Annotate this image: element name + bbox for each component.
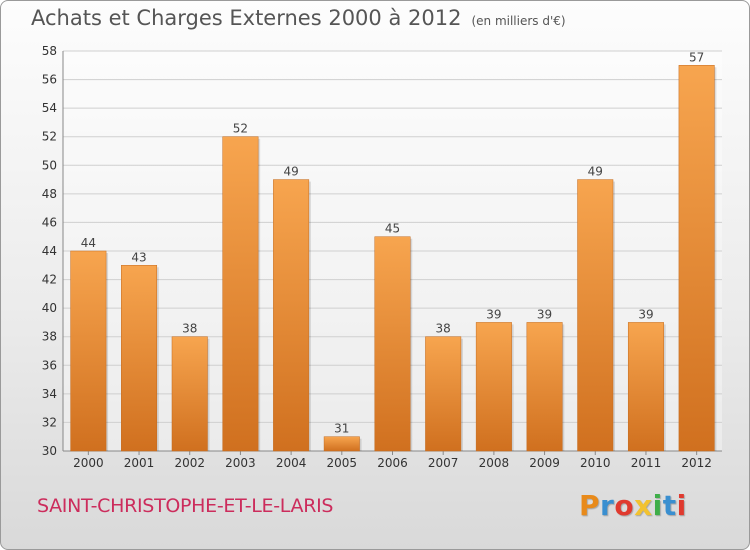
bar-2011 (627, 322, 664, 452)
logo-letter: i (676, 489, 687, 522)
data-label: 49 (283, 165, 298, 179)
x-tick-label: 2006 (377, 456, 408, 470)
y-tick-label: 50 (42, 158, 57, 172)
y-tick-label: 36 (42, 358, 57, 372)
data-label: 45 (385, 222, 400, 236)
bar-2002 (171, 336, 208, 452)
data-label: 39 (537, 307, 552, 321)
y-tick-label: 54 (42, 101, 57, 115)
x-tick-label: 2000 (73, 456, 104, 470)
y-tick-label: 46 (42, 215, 57, 229)
y-tick-label: 52 (42, 130, 57, 144)
data-label: 44 (81, 236, 96, 250)
chart-title: Achats et Charges Externes 2000 à 2012 (e… (31, 6, 566, 30)
data-label: 31 (334, 422, 349, 436)
bar-2009 (526, 322, 563, 452)
data-label: 39 (638, 307, 653, 321)
logo-letter: r (600, 489, 615, 522)
x-tick-label: 2001 (124, 456, 155, 470)
bar-2005 (323, 436, 360, 452)
bar-2010 (577, 179, 614, 452)
bar-2006 (374, 236, 411, 452)
logo-letter: x (634, 489, 653, 522)
proxiti-logo[interactable]: Proxiti (579, 489, 687, 522)
x-tick-label: 2012 (681, 456, 712, 470)
y-tick-label: 38 (42, 330, 57, 344)
data-label: 52 (233, 122, 248, 136)
x-tick-label: 2004 (276, 456, 307, 470)
bar-2004 (273, 179, 310, 452)
data-label: 49 (588, 165, 603, 179)
y-tick-label: 58 (42, 44, 57, 58)
data-label: 38 (436, 322, 451, 336)
y-tick-label: 42 (42, 273, 57, 287)
y-tick-label: 34 (42, 387, 57, 401)
y-tick-label: 32 (42, 415, 57, 429)
y-tick-label: 48 (42, 187, 57, 201)
x-tick-label: 2009 (529, 456, 560, 470)
x-tick-label: 2002 (174, 456, 205, 470)
y-tick-label: 40 (42, 301, 57, 315)
bar-2000 (70, 250, 107, 452)
x-tick-label: 2007 (428, 456, 459, 470)
data-label: 57 (689, 50, 704, 64)
bar-2007 (425, 336, 462, 452)
commune-name: SAINT-CHRISTOPHE-ET-LE-LARIS (37, 495, 334, 517)
bar-2008 (475, 322, 512, 452)
bars (70, 65, 717, 452)
logo-letter: t (662, 489, 677, 522)
x-tick-label: 2011 (631, 456, 662, 470)
data-label: 43 (131, 250, 146, 264)
bar-2001 (121, 265, 158, 452)
y-tick-label: 56 (42, 73, 57, 87)
chart-title-text: Achats et Charges Externes 2000 à 2012 (31, 6, 462, 30)
x-tick-label: 2008 (479, 456, 510, 470)
logo-letter: o (614, 489, 635, 522)
logo-letter: i (652, 489, 663, 522)
x-tick-label: 2010 (580, 456, 611, 470)
chart-unit: (en milliers d'€) (471, 14, 566, 28)
y-tick-label: 44 (42, 244, 57, 258)
bar-2003 (222, 136, 259, 452)
logo-letter: P (579, 489, 601, 522)
data-label: 38 (182, 322, 197, 336)
x-tick-label: 2003 (225, 456, 256, 470)
x-tick-label: 2005 (327, 456, 358, 470)
bar-2012 (678, 65, 715, 452)
data-label: 39 (486, 307, 501, 321)
data-labels: 44 43 38 52 49 31 45 38 39 39 49 39 57 (81, 50, 705, 435)
y-tick-label: 30 (42, 444, 57, 458)
